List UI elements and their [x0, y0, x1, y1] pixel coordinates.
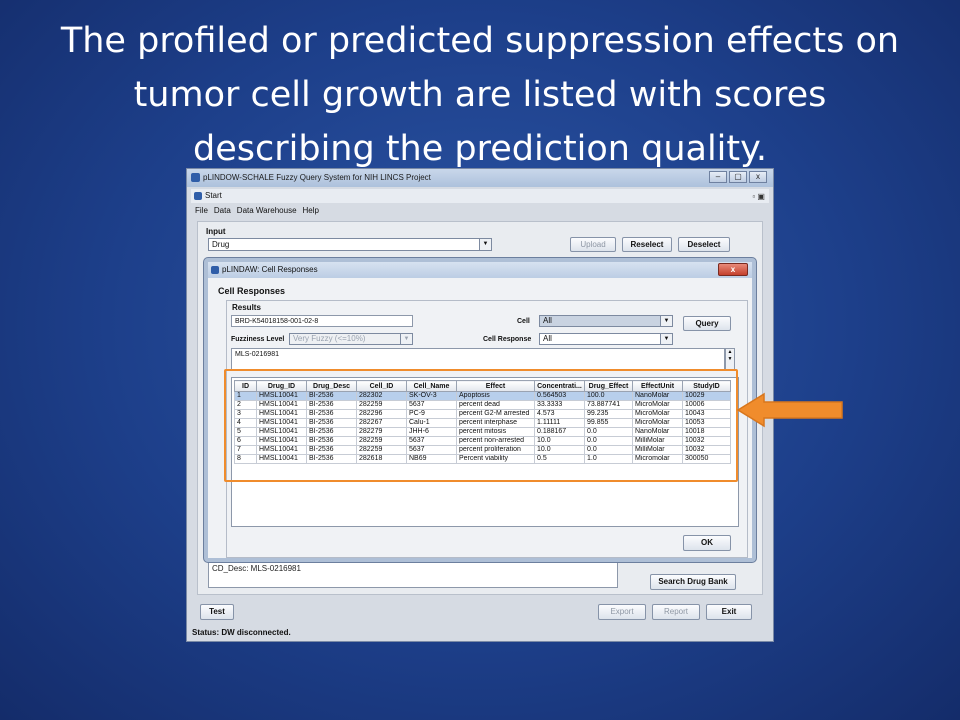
menu-help[interactable]: Help [302, 206, 319, 215]
reselect-button[interactable]: Reselect [622, 237, 672, 252]
test-button[interactable]: Test [200, 604, 234, 620]
cd-desc-field: CD_Desc: MLS-0216981 [208, 560, 618, 588]
title-line-3: describing the prediction quality. [193, 129, 767, 169]
inner-frame-title: Start [205, 191, 222, 200]
minimize-button[interactable]: – [709, 171, 727, 183]
dialog-titlebar: pLINDAW: Cell Responses x [208, 262, 752, 278]
report-button[interactable]: Report [652, 604, 700, 620]
dialog-icon [211, 266, 219, 274]
cell-response-value: All [543, 334, 552, 343]
slide-title: The profiled or predicted suppression ef… [40, 14, 920, 176]
restore-icon[interactable]: ▫ ▣ [752, 192, 765, 201]
fuzziness-select[interactable]: Very Fuzzy (<=10%) ▼ [289, 333, 413, 345]
app-icon [191, 173, 200, 182]
menu-data-warehouse[interactable]: Data Warehouse [236, 206, 297, 215]
main-window-title: pLINDOW-SCHALE Fuzzy Query System for NI… [203, 173, 431, 182]
results-group: Results BRD-K54018158-001-02-8 Cell All … [226, 300, 748, 558]
menu-file[interactable]: File [195, 206, 208, 215]
results-table: ID Drug_ID Drug_Desc Cell_ID Cell_Name E… [234, 380, 731, 464]
highlight-box [224, 369, 738, 482]
cell-response-select[interactable]: All ▼ [539, 333, 673, 345]
cell-select-value: All [543, 316, 552, 325]
table-row[interactable]: 2 HMSL10041 BI-2536 282259 5637 percent dead 3… [234, 400, 731, 410]
query-button[interactable]: Query [683, 316, 731, 331]
search-drug-bank-button[interactable]: Search Drug Bank [650, 574, 736, 590]
description-textarea[interactable]: MLS-0216981 [231, 348, 725, 370]
title-line-1: The profiled or predicted suppression ef… [60, 21, 900, 61]
fuzziness-label: Fuzziness Level [231, 336, 285, 343]
close-button[interactable]: x [749, 171, 767, 183]
export-button[interactable]: Export [598, 604, 646, 620]
main-window-titlebar: pLINDOW-SCHALE Fuzzy Query System for NI… [187, 169, 773, 187]
fuzziness-select-value: Very Fuzzy (<=10%) [293, 334, 366, 343]
maximize-button[interactable]: ▢ [729, 171, 747, 183]
menu-data[interactable]: Data [213, 206, 231, 215]
status-bar: Status: DW disconnected. [192, 628, 291, 637]
frame-icon [194, 192, 202, 200]
deselect-button[interactable]: Deselect [678, 237, 730, 252]
upload-button[interactable]: Upload [570, 237, 616, 252]
inner-frame-titlebar: Start ▫ ▣ [191, 189, 769, 203]
input-type-select[interactable]: Drug ▼ [208, 238, 492, 251]
table-row[interactable]: 8 HMSL10041 BI-2536 282618 NB69 Percent viabi… [234, 454, 731, 464]
chevron-down-icon[interactable]: ▼ [400, 334, 412, 344]
chevron-down-icon[interactable]: ▼ [479, 239, 491, 250]
cell-label: Cell [517, 318, 530, 325]
chevron-down-icon[interactable]: ▼ [660, 334, 672, 344]
ok-button[interactable]: OK [683, 535, 731, 551]
dialog-heading: Cell Responses [218, 286, 286, 296]
results-table-container: ID Drug_ID Drug_Desc Cell_ID Cell_Name E… [231, 377, 739, 527]
dialog-close-button[interactable]: x [718, 263, 748, 276]
textarea-scrollbar[interactable]: ▲ ▼ [725, 348, 735, 370]
chevron-down-icon[interactable]: ▼ [660, 316, 672, 326]
dialog-title: pLINDAW: Cell Responses [222, 265, 318, 274]
results-label: Results [232, 303, 261, 312]
title-line-2: tumor cell growth are listed with scores [133, 75, 827, 115]
exit-button[interactable]: Exit [706, 604, 752, 620]
menu-bar: File Data Data Warehouse Help [191, 204, 769, 218]
table-row[interactable]: 5 HMSL10041 BI-2536 282279 JHH-6 percent mito… [234, 427, 731, 437]
cell-response-label: Cell Response [483, 336, 532, 343]
input-type-value: Drug [212, 240, 230, 249]
cell-responses-dialog: pLINDAW: Cell Responses x Cell Responses… [204, 258, 756, 562]
table-cell: 300050 [682, 454, 731, 464]
cell-select[interactable]: All ▼ [539, 315, 673, 327]
compound-id-field[interactable]: BRD-K54018158-001-02-8 [231, 315, 413, 327]
left-arrow-icon [736, 392, 843, 428]
table-row[interactable]: 4 HMSL10041 BI-2536 282267 Calu-1 percent int… [234, 418, 731, 428]
input-label: Input [206, 227, 226, 236]
